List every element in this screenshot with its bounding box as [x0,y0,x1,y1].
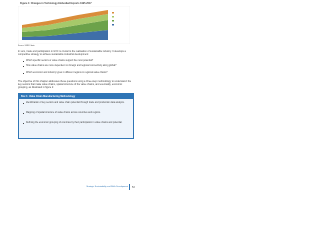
bullet: Which economic and industry types in dif… [22,72,134,75]
page: Figure 1: Changes in Technology-Embodied… [0,0,149,198]
figure-source: Source: UNIDO data [18,45,35,47]
figure-chart [18,6,130,44]
box-title: Box 1: Value Chain Manufacturing Methodo… [19,94,133,99]
page-number: 53 [132,186,135,189]
paragraph: In sum, trade and participation in GVC i… [18,50,126,56]
figure-title: Figure 1: Changes in Technology-Embodied… [20,2,92,5]
bullet: How value chains are more dependent on f… [22,65,134,68]
footer-rule [129,184,130,190]
box-item: Mapping of spatial structure of value ch… [22,112,130,115]
paragraph: The objective of this chapter addresses … [18,80,132,89]
bullet: Which specific sectors or value chains s… [22,60,134,63]
box-item: Defining the economic grouping of countr… [22,122,130,125]
footer-text: Strategic Sustainability and Skills Deve… [86,186,128,188]
box: Box 1: Value Chain Manufacturing Methodo… [18,93,134,139]
box-item: Identification of key sectors and value … [22,102,130,105]
